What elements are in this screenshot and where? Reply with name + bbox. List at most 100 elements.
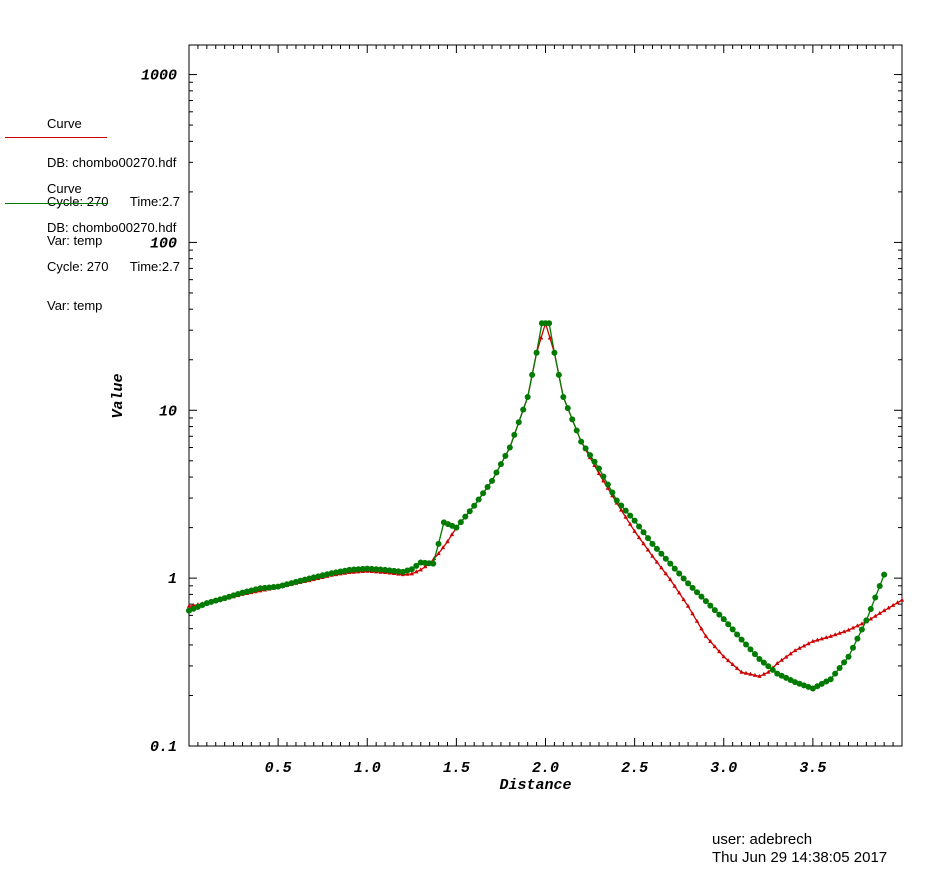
series-2-point [533,349,540,356]
plot-frame [188,44,903,747]
tick-marks [189,45,902,747]
series-2-point [858,626,865,633]
series-2-point [466,508,473,515]
series-1-point [422,564,428,569]
series-1-point [717,649,722,654]
series-1-point [440,545,446,550]
series-2-point [653,545,660,552]
y-tick-label: 10 [159,403,177,420]
series-2-point [475,496,482,503]
x-tick-label: 1.5 [443,760,470,777]
series-2-point [622,507,629,514]
x-tick-label: 2.5 [621,760,648,777]
series-1-point [895,600,900,605]
series-2-point [587,452,594,459]
series-2-point [546,320,553,327]
series-2-point [867,605,874,612]
series-2-point [644,535,651,542]
series-2-point [453,524,460,531]
series-2-point [560,393,567,400]
series-2-point [751,651,758,658]
series-2-point [368,565,375,572]
series-2-point [698,593,705,600]
series-2-point [382,566,389,573]
series-1-point [619,507,624,512]
series-2-point [832,670,839,677]
series-1-point [748,671,753,676]
series-1-point [846,627,851,632]
series-1-point [676,590,682,595]
series-2 [186,320,888,692]
series-2-point [511,431,518,438]
series-1-point [859,621,865,626]
series-2-point [430,560,437,567]
y-tick-label: 0.1 [150,739,177,756]
series-2-point [836,664,843,671]
series-1-point [837,630,842,635]
series-1-point [699,626,704,631]
series-1-point [868,616,874,621]
series-2-point [480,490,487,497]
series-2-point [787,677,794,684]
series-2-point [604,481,611,488]
series-1-point [788,651,793,656]
series-2-point [738,636,745,643]
series-1-point [668,577,673,582]
series-1-point [645,547,651,552]
y-tick-label: 1000 [141,68,177,85]
series-2-point [582,445,589,452]
series-2-point [774,670,781,677]
legend-swatch-green [5,203,107,204]
series-1-point [890,602,896,607]
series-1-point [672,583,677,588]
series-1-point [632,528,637,533]
series-1-point [191,602,196,607]
series-2-point [595,465,602,472]
series-2-point [613,497,620,504]
series-2-point [760,659,767,666]
series-1-point [797,645,802,650]
series-1-point [775,661,780,666]
series-1-point [779,657,784,662]
series-2-point [694,589,701,596]
series-2-point [261,584,268,591]
series-2-point [671,565,678,572]
series-1-point [414,569,419,574]
series-1-point [832,632,838,637]
legend-entry-2: Curve DB: chombo00270.hdf Cycle: 270 Tim… [47,156,180,325]
series-2-point [328,570,335,577]
series-2-point [849,644,856,651]
series-2-point [435,540,442,547]
series-2-point [734,631,741,638]
series-2-point [814,683,821,690]
series-1-point [877,610,882,615]
series-2-point [716,611,723,618]
legend-entry-2-title: Curve [47,181,82,196]
series-2-point [685,580,692,587]
x-tick-label: 1.0 [354,760,381,777]
legend-entry-1-title: Curve [47,116,82,131]
series-2-point [390,567,397,574]
series-1-point [627,521,633,526]
series-2-point [747,646,754,653]
series-2-point [551,349,558,356]
series-2-point [841,659,848,666]
series-1-point [757,673,762,678]
series-2-point [640,529,647,536]
legend-entry-2-db: DB: chombo00270.hdf [47,220,177,235]
legend-entry-1: Curve DB: chombo00270.hdf Cycle: 270 Tim… [47,91,180,260]
series-2-point [395,568,402,575]
legend-swatch-red [5,137,107,138]
series-2-point [658,550,665,557]
series-2-point [359,565,366,572]
series-2-point [854,635,861,642]
series-2-point [618,502,625,509]
series-2-point [725,621,732,628]
footer-user: user: adebrech [712,831,813,848]
legend-entry-1-db: DB: chombo00270.hdf [47,155,177,170]
series-2-point [462,513,469,520]
series-2-point [489,477,496,484]
series-1-point [418,567,423,572]
series-1-point [730,662,735,667]
